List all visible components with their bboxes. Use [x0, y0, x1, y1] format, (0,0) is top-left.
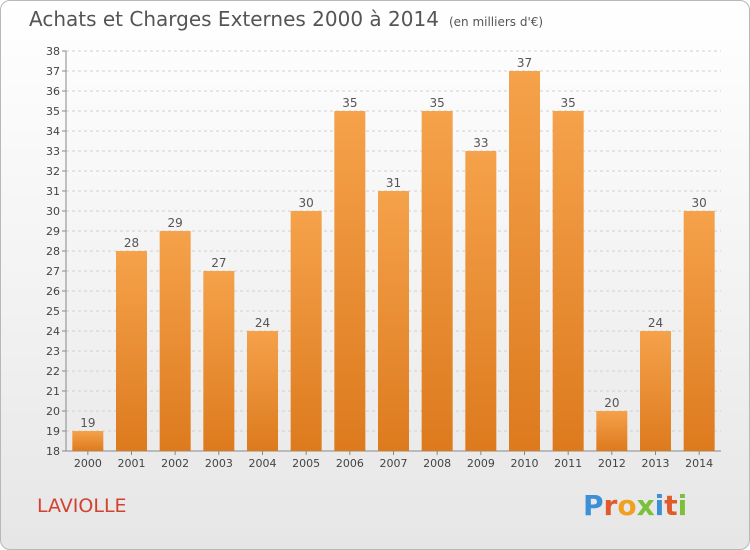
x-tick-label: 2013: [642, 457, 670, 470]
x-tick-label: 2007: [380, 457, 408, 470]
y-tick-label: 30: [46, 205, 60, 218]
x-tick-label: 2006: [336, 457, 364, 470]
x-tick-label: 2008: [423, 457, 451, 470]
y-tick-label: 32: [46, 165, 60, 178]
bar-2008: [421, 111, 453, 451]
y-tick-label: 38: [46, 45, 60, 58]
x-tick-label: 2014: [685, 457, 713, 470]
y-tick-label: 31: [46, 185, 60, 198]
data-label-2009: 33: [473, 136, 488, 150]
data-label-2008: 35: [430, 96, 445, 110]
y-tick-label: 35: [46, 105, 60, 118]
chart-title: Achats et Charges Externes 2000 à 2014 (e…: [29, 7, 543, 31]
proxiti-logo[interactable]: Proxiti: [583, 489, 687, 522]
y-tick-label: 27: [46, 265, 60, 278]
bar-2000: [72, 431, 104, 451]
x-tick-label: 2001: [118, 457, 146, 470]
data-label-2012: 20: [604, 396, 619, 410]
bar-2001: [116, 251, 147, 451]
x-tick-label: 2002: [161, 457, 189, 470]
bar-2005: [290, 211, 322, 451]
title-text: Achats et Charges Externes 2000 à 2014: [29, 7, 439, 31]
data-label-2000: 19: [80, 416, 95, 430]
y-tick-label: 33: [46, 145, 60, 158]
y-tick-label: 20: [46, 405, 60, 418]
y-tick-labels: 18 19 20 21 22 23 24 25 26 27 28 29 30 31 32 33 34 35 36 37…: [46, 45, 60, 458]
unit-text: (en milliers d'€): [448, 15, 544, 29]
bar-2004: [247, 331, 278, 451]
bar-2006: [334, 111, 366, 451]
bar-2003: [203, 271, 235, 451]
y-tick-label: 29: [46, 225, 60, 238]
x-tick-label: 2003: [205, 457, 233, 470]
x-tick-label: 2005: [292, 457, 320, 470]
y-tick-label: 26: [46, 285, 60, 298]
x-tick-label: 2000: [74, 457, 102, 470]
bar-2007: [378, 191, 409, 451]
y-tick-label: 28: [46, 245, 60, 258]
x-tick-labels: 2000 2001 2002 2003 2004 2005 2006 2007 2008 2009…: [74, 457, 713, 470]
data-label-2003: 27: [211, 256, 226, 270]
logo-letter: o: [617, 489, 637, 522]
data-label-2005: 30: [299, 196, 314, 210]
logo-letter: i: [654, 489, 665, 522]
logo-letter: t: [664, 489, 678, 522]
y-tick-label: 36: [46, 85, 60, 98]
data-label-2006: 35: [342, 96, 357, 110]
bar-2009: [465, 151, 497, 451]
data-label-2010: 37: [517, 56, 532, 70]
bar-2002: [159, 231, 191, 451]
logo-letter: i: [677, 489, 688, 522]
y-tick-label: 19: [46, 425, 60, 438]
data-label-2013: 24: [648, 316, 663, 330]
place-name: LAVIOLLE: [37, 495, 127, 517]
x-tick-label: 2011: [554, 457, 582, 470]
y-tick-label: 24: [46, 325, 60, 338]
y-tick-label: 25: [46, 305, 60, 318]
data-label-2004: 24: [255, 316, 270, 330]
bar-2014: [683, 211, 715, 451]
bars: [72, 71, 715, 451]
bar-2010: [509, 71, 540, 451]
data-label-2001: 28: [124, 236, 139, 250]
data-label-2007: 31: [386, 176, 401, 190]
y-tick-label: 34: [46, 125, 60, 138]
data-label-2002: 29: [168, 216, 183, 230]
y-tick-label: 22: [46, 365, 60, 378]
bar-2012: [596, 411, 628, 451]
data-label-2014: 30: [692, 196, 707, 210]
y-tick-label: 37: [46, 65, 60, 78]
logo-letter: r: [603, 489, 618, 522]
y-tick-label: 23: [46, 345, 60, 358]
x-tick-label: 2004: [249, 457, 277, 470]
y-tick-label: 21: [46, 385, 60, 398]
data-label-2011: 35: [561, 96, 576, 110]
data-labels: 19 28 29 27 24 30 35 31 35 33 37 35 20 24 30: [80, 56, 707, 430]
x-tick-label: 2010: [511, 457, 539, 470]
logo-letter: P: [583, 489, 604, 522]
bar-2013: [640, 331, 671, 451]
x-tick-label: 2012: [598, 457, 626, 470]
bar-2011: [552, 111, 584, 451]
y-tick-label: 18: [46, 445, 60, 458]
x-tick-label: 2009: [467, 457, 495, 470]
logo-letter: x: [636, 489, 655, 522]
